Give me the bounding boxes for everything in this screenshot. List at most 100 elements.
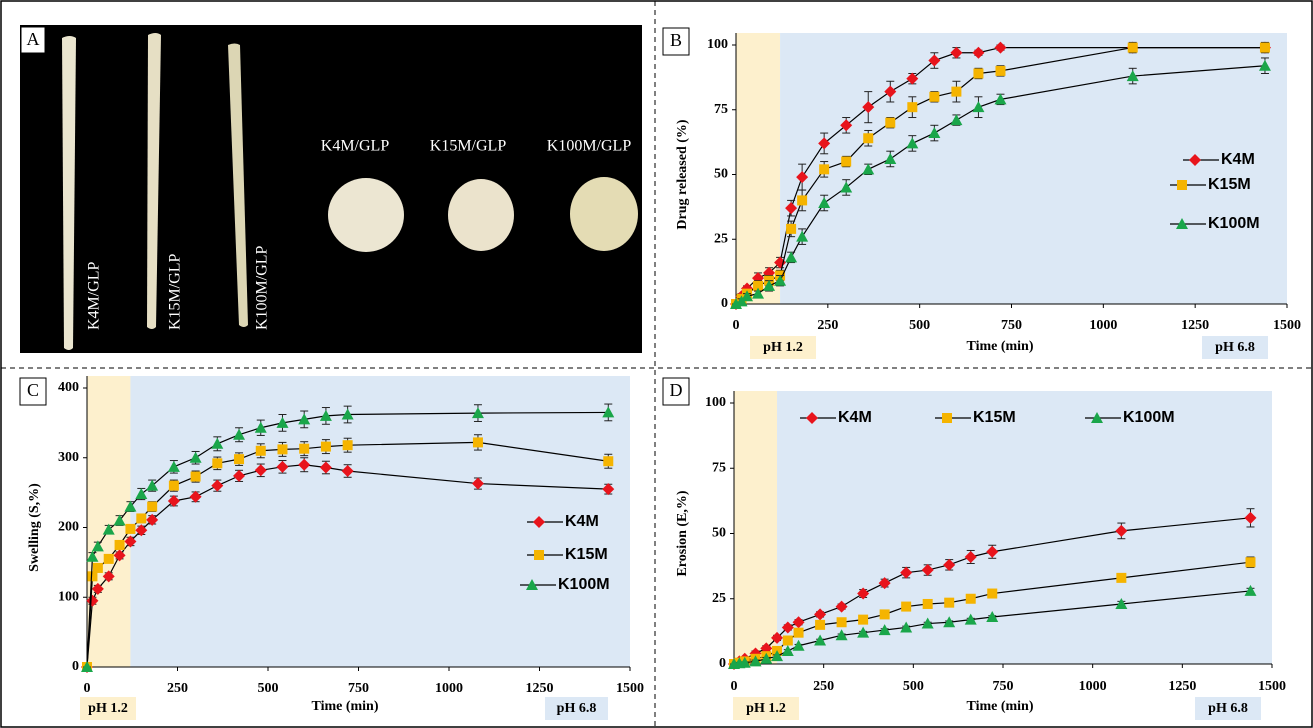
photo (20, 25, 642, 353)
marker (944, 598, 954, 608)
y-tick-label: 100 (58, 589, 79, 604)
marker (115, 540, 125, 550)
y-tick-label: 0 (721, 296, 728, 311)
marker (880, 609, 890, 619)
marker (797, 195, 807, 205)
x-tick-label: 1000 (1089, 318, 1117, 333)
figure: A K4M/GLP K15M/GLP K100M/GLP K4M/GLP K15… (0, 0, 1313, 728)
x-tick-label: 1250 (1168, 679, 1196, 694)
y-tick-label: 50 (714, 167, 728, 182)
marker (534, 550, 544, 560)
marker (1177, 180, 1187, 190)
marker (104, 554, 114, 564)
marker (1116, 573, 1126, 583)
marker (929, 92, 939, 102)
rod-label: K15M/GLP (167, 253, 184, 330)
marker (923, 599, 933, 609)
marker (603, 456, 613, 466)
y-axis-label: Erosion (E,%) (675, 490, 690, 576)
marker (819, 164, 829, 174)
y-tick-label: 50 (712, 526, 726, 541)
tablet (328, 178, 404, 252)
marker (995, 66, 1005, 76)
marker (973, 68, 983, 78)
photo-panel: A K4M/GLP K15M/GLP K100M/GLP K4M/GLP K15… (20, 25, 642, 353)
legend-label: K15M (973, 409, 1016, 426)
x-tick-label: 750 (1001, 318, 1022, 333)
legend-label: K15M (1208, 176, 1251, 193)
marker (212, 458, 222, 468)
x-tick-label: 750 (993, 679, 1014, 694)
marker (815, 620, 825, 630)
legend-label: K100M (558, 576, 610, 593)
marker (951, 87, 961, 97)
marker (885, 118, 895, 128)
x-tick-label: 1500 (1258, 679, 1286, 694)
x-tick-label: 1500 (616, 681, 644, 696)
phase-region (780, 33, 1287, 304)
tablet-label: K15M/GLP (430, 138, 507, 155)
y-tick-label: 100 (707, 37, 728, 52)
y-tick-label: 75 (712, 460, 726, 475)
x-tick-label: 0 (731, 679, 738, 694)
marker (987, 589, 997, 599)
x-tick-label: 1250 (1181, 318, 1209, 333)
phase-label: pH 6.8 (1215, 340, 1255, 355)
x-tick-label: 250 (813, 679, 834, 694)
marker (299, 444, 309, 454)
panel-label: D (670, 380, 683, 400)
marker (907, 102, 917, 112)
marker (169, 481, 179, 491)
phase-label: pH 1.2 (746, 701, 786, 716)
phase-region (777, 391, 1272, 664)
marker (1128, 43, 1138, 53)
legend-label: K15M (565, 546, 608, 563)
y-tick-label: 0 (72, 659, 79, 674)
marker (837, 617, 847, 627)
x-tick-label: 250 (817, 318, 838, 333)
marker (256, 446, 266, 456)
marker (191, 472, 201, 482)
panel-label: A (27, 29, 40, 49)
legend-label: K100M (1208, 215, 1260, 232)
marker (863, 133, 873, 143)
y-axis-label: Drug released (%) (675, 119, 690, 229)
y-axis-label: Swelling (S,%) (27, 483, 42, 572)
x-tick-label: 1000 (435, 681, 463, 696)
x-tick-label: 1000 (1079, 679, 1107, 694)
y-tick-label: 200 (58, 520, 79, 535)
legend-label: K4M (1221, 151, 1255, 168)
y-tick-label: 400 (58, 380, 79, 395)
y-tick-label: 75 (714, 102, 728, 117)
legend-label: K100M (1123, 409, 1175, 426)
legend-label: K4M (838, 409, 872, 426)
x-tick-label: 0 (733, 318, 740, 333)
panel-label: C (27, 380, 39, 400)
rod-label: K4M/GLP (86, 261, 103, 330)
marker (93, 563, 103, 573)
panel-label: B (670, 30, 682, 50)
tablet-label: K100M/GLP (547, 138, 632, 155)
tablet (570, 177, 638, 251)
x-tick-label: 250 (167, 681, 188, 696)
x-axis-label: Time (min) (966, 339, 1033, 354)
marker (1245, 557, 1255, 567)
y-tick-label: 300 (58, 450, 79, 465)
y-tick-label: 100 (705, 395, 726, 410)
marker (786, 224, 796, 234)
x-tick-label: 1500 (1273, 318, 1301, 333)
legend-label: K4M (565, 513, 599, 530)
marker (473, 437, 483, 447)
marker (966, 594, 976, 604)
rod-label: K100M/GLP (254, 245, 271, 330)
tablet (448, 179, 514, 251)
x-tick-label: 500 (258, 681, 279, 696)
phase-label: pH 6.8 (1208, 701, 1248, 716)
x-tick-label: 1250 (526, 681, 554, 696)
marker (901, 602, 911, 612)
marker (783, 636, 793, 646)
x-axis-label: Time (min) (966, 699, 1033, 714)
phase-region (87, 376, 130, 667)
marker (858, 615, 868, 625)
marker (136, 513, 146, 523)
